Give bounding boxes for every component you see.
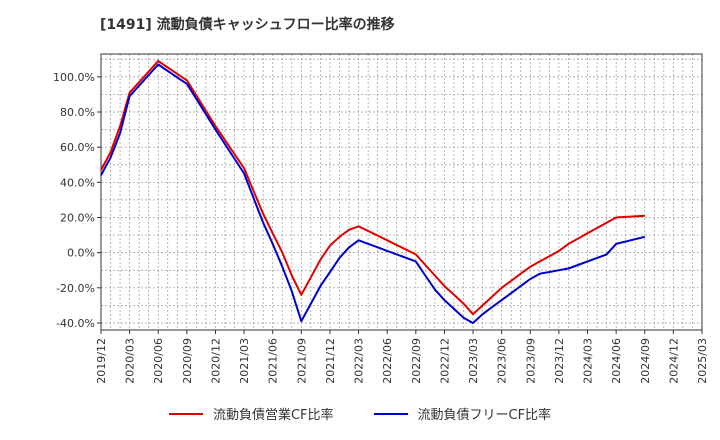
chart-legend: 流動負債営業CF比率 流動負債フリーCF比率 [0,404,720,423]
plot-area [101,54,702,330]
y-tick-label: 0.0% [67,247,95,260]
chart-title: [1491] 流動負債キャッシュフロー比率の推移 [100,17,395,33]
legend-swatch-blue [373,412,408,415]
x-tick-label: 2023/03 [467,338,480,384]
x-tick-label: 2024/12 [667,338,680,384]
x-tick-label: 2024/03 [582,338,595,384]
y-tick-label: 60.0% [60,141,95,154]
x-tick-label: 2025/03 [696,338,709,384]
x-tick-label: 2021/06 [267,338,280,384]
x-tick-label: 2020/03 [124,338,137,384]
x-tick-label: 2021/12 [324,338,337,384]
x-tick-label: 2020/12 [209,338,222,384]
x-tick-label: 2021/09 [295,338,308,384]
x-tick-label: 2022/06 [381,338,394,384]
series-line-0 [100,60,645,316]
x-tick-label: 2022/09 [410,338,423,384]
y-tick-label: -40.0% [56,317,95,330]
y-tick-label: 40.0% [60,176,95,189]
y-tick-label: -20.0% [56,282,95,295]
x-tick-label: 2021/03 [238,338,251,384]
x-tick-label: 2023/12 [553,338,566,384]
x-tick-label: 2020/06 [152,338,165,384]
plot-frame [100,53,703,331]
series-line-1 [100,63,646,324]
legend-label: 流動負債営業CF比率 [212,408,334,423]
x-tick-label: 2020/09 [181,338,194,384]
x-tick-label: 2019/12 [95,338,108,384]
y-tick-label: 100.0% [53,71,95,84]
x-tick-label: 2024/09 [639,338,652,384]
x-tick-label: 2023/09 [524,338,537,384]
y-tick-label: 20.0% [60,211,95,224]
x-tick-label: 2023/06 [496,338,509,384]
legend-item-free-cf: 流動負債フリーCF比率 [373,404,552,423]
y-tick-label: 80.0% [60,106,95,119]
x-tick-label: 2022/12 [438,338,451,384]
legend-item-operating-cf: 流動負債営業CF比率 [168,404,334,423]
legend-label: 流動負債フリーCF比率 [417,408,552,423]
x-tick-label: 2022/03 [353,338,366,384]
x-tick-label: 2024/06 [610,338,623,384]
legend-swatch-red [168,412,203,415]
